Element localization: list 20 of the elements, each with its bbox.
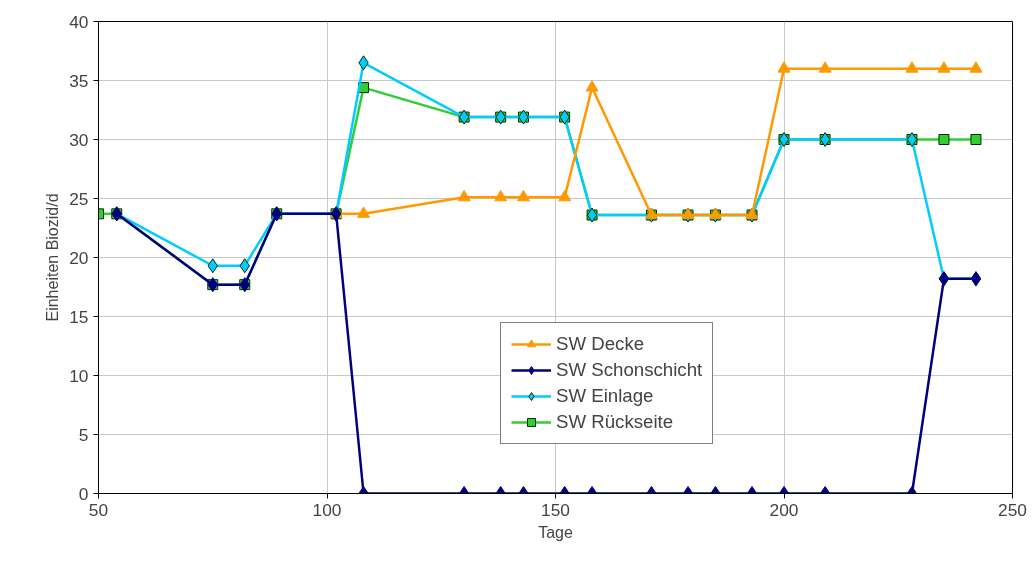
y-tick-label: 20 [69,247,89,268]
y-tick-label: 35 [69,70,89,91]
x-tick-label: 250 [998,499,1027,520]
y-axis-title: Einheiten Biozid/d [44,193,62,322]
y-tick-label: 40 [69,11,89,32]
y-tick-label: 30 [69,129,89,150]
legend-label: SW Rückseite [556,411,674,433]
y-tick-label: 15 [69,306,89,327]
x-tick-label: 100 [312,499,342,520]
y-tick-label: 0 [78,483,89,504]
y-tick-label: 25 [69,188,89,209]
legend-label: SW Decke [556,333,645,355]
x-tick-label: 50 [88,499,109,520]
legend-label: SW Einlage [556,385,654,407]
y-tick-label: 5 [78,424,89,445]
x-tick-label: 150 [541,499,570,520]
legend-label: SW Schonschicht [556,359,703,381]
y-tick-label: 10 [69,365,89,386]
x-axis-title: Tage [538,523,573,541]
x-tick-label: 200 [769,499,799,520]
